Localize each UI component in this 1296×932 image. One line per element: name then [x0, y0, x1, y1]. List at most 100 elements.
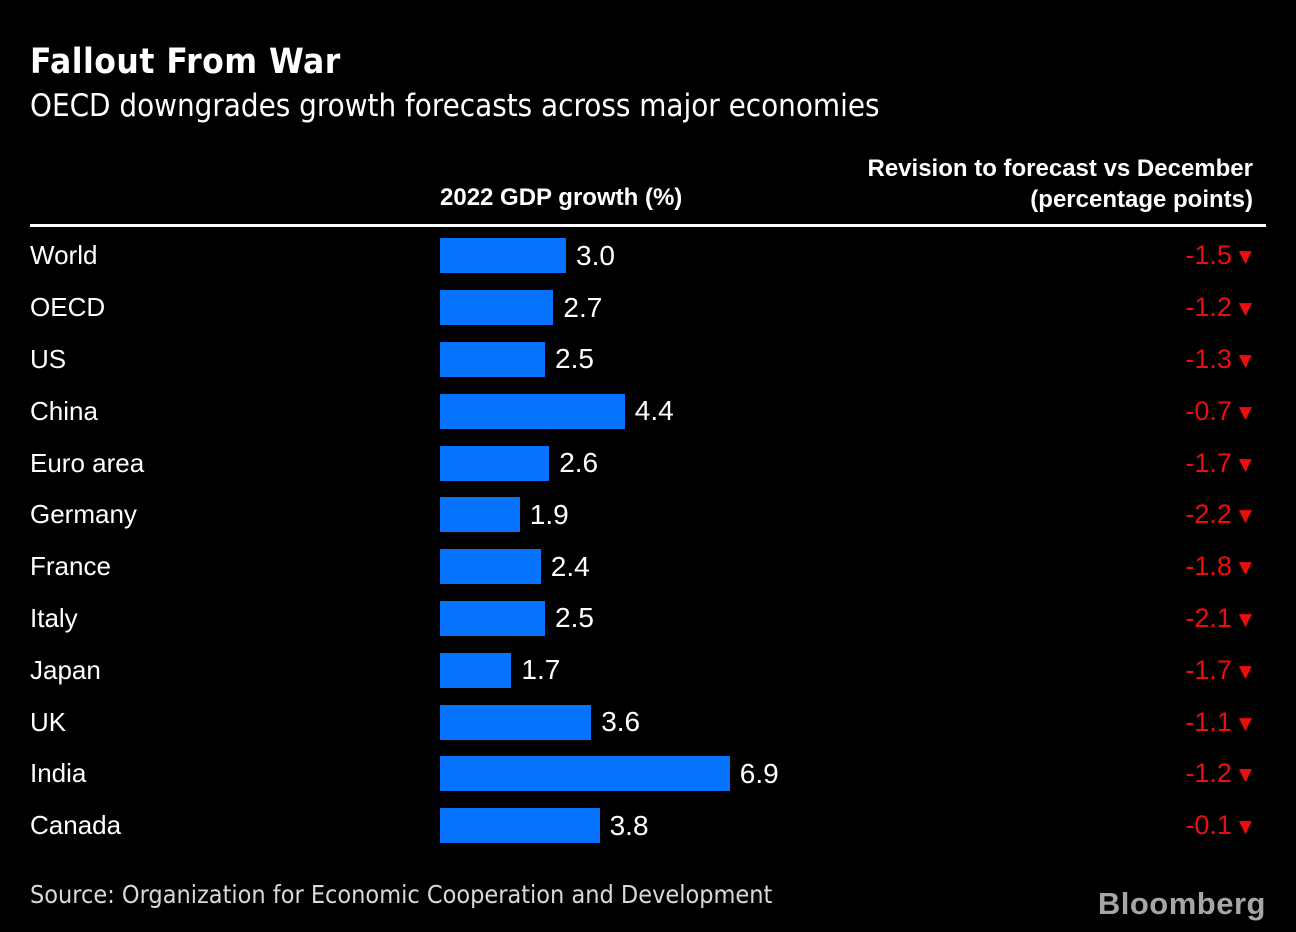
table-row: Canada 3.8 -0.1 ▼: [30, 800, 1266, 852]
bar-cell: 3.6: [440, 696, 1076, 748]
table-row: Japan 1.7 -1.7 ▼: [30, 644, 1266, 696]
revision-cell: -1.3 ▼: [1076, 344, 1266, 375]
table-row: UK 3.6 -1.1 ▼: [30, 696, 1266, 748]
gdp-bar: [440, 445, 550, 481]
revision-cell: -1.2 ▼: [1076, 292, 1266, 323]
down-triangle-icon: ▼: [1238, 661, 1252, 682]
down-triangle-icon: ▼: [1238, 350, 1252, 371]
table-row: Euro area 2.6 -1.7 ▼: [30, 437, 1266, 489]
gdp-bar: [440, 341, 545, 377]
down-triangle-icon: ▼: [1238, 402, 1252, 423]
bar-cell: 2.5: [440, 593, 1076, 645]
row-label: World: [30, 240, 98, 271]
down-triangle-icon: ▼: [1238, 817, 1252, 838]
gdp-value-label: 2.6: [559, 447, 599, 479]
revision-cell: -1.5 ▼: [1076, 240, 1266, 271]
down-triangle-icon: ▼: [1238, 247, 1252, 268]
bloomberg-logo: Bloomberg: [1097, 886, 1266, 921]
row-label: Germany: [30, 499, 137, 530]
revision-value: -1.1: [1185, 706, 1232, 737]
bar-cell: 2.6: [440, 437, 1076, 489]
bar-cell: 1.7: [440, 644, 1076, 696]
revision-value: -1.2: [1185, 758, 1232, 789]
gdp-value-label: 3.6: [601, 706, 641, 738]
gdp-value-label: 3.0: [576, 239, 615, 271]
revision-cell: -2.2 ▼: [1076, 499, 1266, 530]
gdp-bar: [440, 756, 730, 792]
gdp-value-label: 2.5: [555, 343, 594, 375]
gdp-bar: [440, 497, 520, 533]
down-triangle-icon: ▼: [1238, 299, 1252, 320]
table-row: Italy 2.5 -2.1 ▼: [30, 593, 1266, 645]
down-triangle-icon: ▼: [1238, 765, 1252, 786]
row-label: Japan: [30, 654, 101, 685]
revision-value: -2.1: [1185, 602, 1232, 633]
chart-subtitle: OECD downgrades growth forecasts across …: [30, 88, 880, 124]
revision-value: -0.1: [1185, 810, 1232, 841]
gdp-value-label: 4.4: [634, 395, 674, 427]
gdp-bar: [440, 238, 566, 274]
gdp-bar: [440, 808, 600, 844]
row-label: Euro area: [30, 447, 145, 478]
chart-title: Fallout From War: [30, 42, 341, 82]
gdp-value-label: 2.5: [555, 602, 594, 634]
bar-rows: World 3.0 -1.5 ▼ OECD 2.7 -1.2 ▼ US 2.5 -1…: [30, 230, 1266, 852]
gdp-bar: [440, 549, 541, 585]
revision-cell: -1.2 ▼: [1076, 758, 1266, 789]
table-row: China 4.4 -0.7 ▼: [30, 385, 1266, 437]
gdp-value-label: 2.4: [550, 550, 590, 582]
revision-value: -1.3: [1185, 343, 1232, 374]
source-note: Source: Organization for Economic Cooper…: [30, 880, 773, 909]
header-rule: [30, 224, 1266, 227]
bar-cell: 3.0: [440, 230, 1076, 282]
gdp-value-label: 1.7: [521, 654, 561, 686]
gdp-value-label: 1.9: [529, 498, 569, 530]
row-label: OECD: [30, 292, 106, 323]
revision-value: -1.8: [1185, 551, 1232, 582]
row-label: Canada: [30, 810, 122, 841]
revision-value: -1.2: [1185, 292, 1232, 323]
row-label: US: [30, 343, 67, 374]
column-header-revision-line2: (percentage points): [1030, 186, 1253, 213]
revision-cell: -1.8 ▼: [1076, 551, 1266, 582]
revision-value: -1.7: [1185, 654, 1232, 685]
bar-cell: 2.7: [440, 282, 1076, 334]
row-label: China: [30, 395, 98, 426]
gdp-value-label: 2.7: [563, 291, 603, 323]
row-label: UK: [30, 706, 67, 737]
gdp-bar: [440, 393, 625, 429]
bar-cell: 3.8: [440, 800, 1076, 852]
revision-value: -1.7: [1185, 447, 1232, 478]
table-row: World 3.0 -1.5 ▼: [30, 230, 1266, 282]
bar-cell: 2.5: [440, 334, 1076, 386]
bar-cell: 6.9: [440, 748, 1076, 800]
revision-value: -1.5: [1185, 240, 1232, 271]
row-label: Italy: [30, 602, 78, 633]
table-row: OECD 2.7 -1.2 ▼: [30, 282, 1266, 334]
down-triangle-icon: ▼: [1238, 454, 1252, 475]
bar-cell: 4.4: [440, 385, 1076, 437]
gdp-value-label: 6.9: [739, 757, 779, 789]
down-triangle-icon: ▼: [1238, 558, 1252, 579]
table-row: Germany 1.9 -2.2 ▼: [30, 489, 1266, 541]
gdp-bar: [440, 290, 554, 326]
column-header-revision: Revision to forecast vs December (percen…: [868, 153, 1254, 215]
down-triangle-icon: ▼: [1238, 713, 1252, 734]
revision-cell: -1.1 ▼: [1076, 707, 1266, 738]
bar-cell: 2.4: [440, 541, 1076, 593]
revision-value: -0.7: [1185, 395, 1232, 426]
gdp-value-label: 3.8: [609, 809, 649, 841]
table-row: France 2.4 -1.8 ▼: [30, 541, 1266, 593]
revision-cell: -0.1 ▼: [1076, 810, 1266, 841]
revision-cell: -1.7 ▼: [1076, 448, 1266, 479]
row-label: France: [30, 551, 111, 582]
column-header-gdp: 2022 GDP growth (%): [440, 184, 683, 211]
revision-cell: -0.7 ▼: [1076, 396, 1266, 427]
down-triangle-icon: ▼: [1238, 609, 1252, 630]
table-row: US 2.5 -1.3 ▼: [30, 334, 1266, 386]
gdp-bar: [440, 652, 512, 688]
revision-value: -2.2: [1185, 499, 1232, 530]
gdp-bar: [440, 704, 592, 740]
bar-cell: 1.9: [440, 489, 1076, 541]
